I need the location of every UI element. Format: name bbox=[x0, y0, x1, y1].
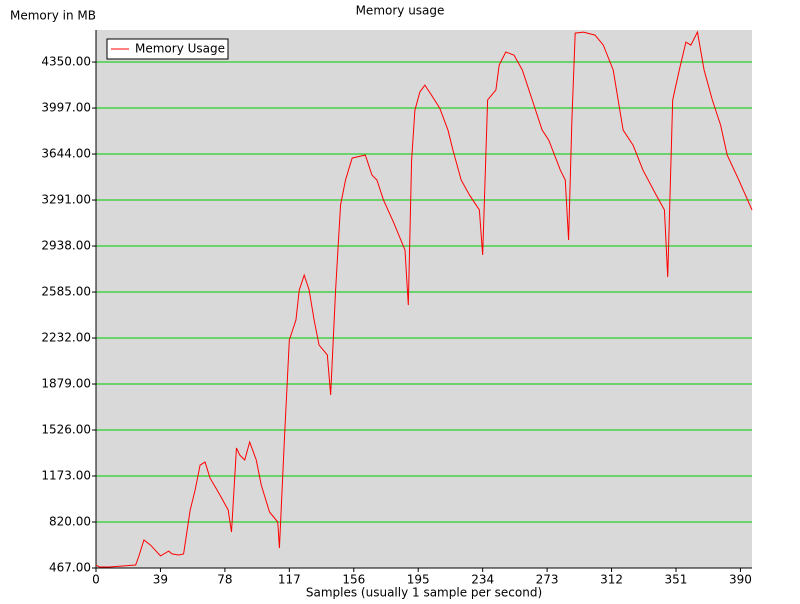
y-tick-label: 2585.00 bbox=[41, 285, 91, 299]
y-tick-label: 4350.00 bbox=[41, 55, 91, 69]
y-tick-label: 1526.00 bbox=[41, 423, 91, 437]
x-tick-label: 195 bbox=[407, 573, 430, 587]
legend-box bbox=[106, 38, 229, 60]
x-tick-label: 234 bbox=[471, 573, 494, 587]
y-tick-label: 1173.00 bbox=[41, 469, 91, 483]
x-tick-label: 0 bbox=[92, 573, 100, 587]
y-axis-label: Memory in MB bbox=[10, 9, 96, 23]
x-tick-label: 117 bbox=[278, 573, 301, 587]
x-tick-label: 273 bbox=[536, 573, 559, 587]
y-tick-label: 2232.00 bbox=[41, 331, 91, 345]
x-axis-label: Samples (usually 1 sample per second) bbox=[306, 586, 542, 600]
y-tick-label: 467.00 bbox=[49, 561, 91, 575]
x-tick-label: 39 bbox=[153, 573, 168, 587]
chart-title: Memory usage bbox=[356, 4, 445, 18]
y-tick-label: 3291.00 bbox=[41, 193, 91, 207]
legend-label: Memory Usage bbox=[135, 42, 225, 56]
data-line bbox=[95, 30, 753, 568]
plot-area bbox=[96, 30, 752, 568]
y-tick-label: 3997.00 bbox=[41, 101, 91, 115]
x-tick-label: 156 bbox=[342, 573, 365, 587]
y-tick-label: 820.00 bbox=[49, 515, 91, 529]
y-tick-label: 1879.00 bbox=[41, 377, 91, 391]
y-tick-label: 3644.00 bbox=[41, 147, 91, 161]
x-tick-label: 390 bbox=[729, 573, 752, 587]
x-tick-label: 78 bbox=[217, 573, 232, 587]
x-tick-label: 351 bbox=[665, 573, 688, 587]
x-tick-label: 312 bbox=[600, 573, 623, 587]
y-tick-label: 2938.00 bbox=[41, 239, 91, 253]
